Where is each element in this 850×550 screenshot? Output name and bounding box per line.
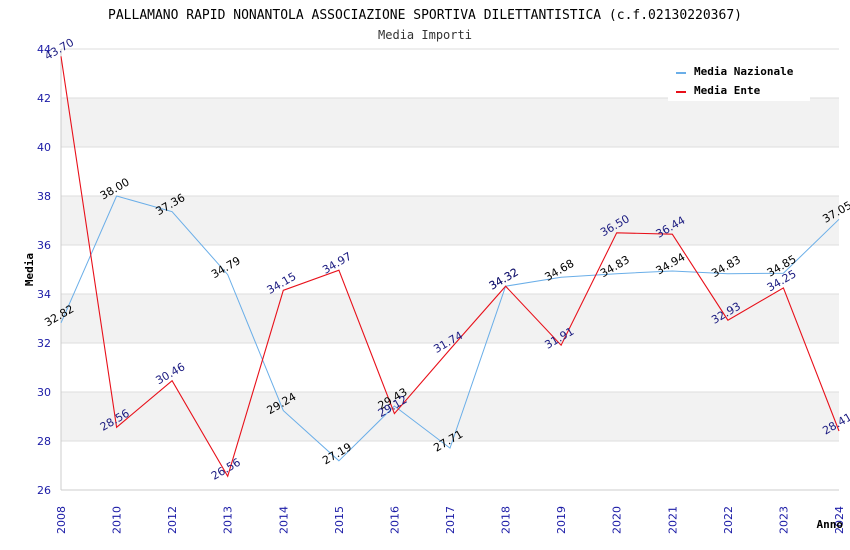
- data-label: 27.19: [320, 440, 354, 467]
- y-tick-label: 38: [37, 190, 51, 203]
- legend-box: [668, 58, 810, 101]
- x-tick-label: 2014: [277, 506, 290, 534]
- x-tick-label: 2010: [111, 506, 124, 534]
- y-tick-label: 40: [37, 141, 51, 154]
- y-tick-label: 32: [37, 337, 51, 350]
- axes: [60, 49, 839, 491]
- series-lines: [60, 56, 840, 478]
- x-tick-label: 2021: [666, 506, 679, 534]
- data-label: 34.97: [320, 250, 354, 277]
- grid-band: [61, 196, 839, 245]
- y-tick-labels: 26 28 30 32 34 36 38 40 42 44: [37, 43, 51, 497]
- grid-band: [61, 294, 839, 343]
- data-label: 34.68: [543, 257, 577, 284]
- grid-bands: [61, 98, 839, 441]
- series-line-media-nazionale: [60, 195, 840, 462]
- x-tick-label: 2012: [166, 506, 179, 534]
- x-tick-label: 2023: [777, 506, 790, 534]
- legend-label: Media Ente: [694, 84, 761, 97]
- x-tick-label: 2017: [444, 506, 457, 534]
- chart-subtitle: Media Importi: [378, 28, 472, 42]
- data-label: 26.56: [209, 456, 243, 483]
- data-label: 34.83: [598, 253, 632, 280]
- data-label: 34.15: [265, 270, 299, 297]
- x-tick-label: 2015: [333, 506, 346, 534]
- x-tick-labels: 2008 2010 2012 2013 2014 2015 2016 2017 2018 2019…: [55, 506, 846, 534]
- y-tick-label: 34: [37, 288, 51, 301]
- y-tick-label: 36: [37, 239, 51, 252]
- grid-band: [61, 98, 839, 147]
- chart-title: PALLAMANO RAPID NONANTOLA ASSOCIAZIONE S…: [108, 8, 742, 23]
- x-axis-title: Anno: [817, 518, 844, 531]
- y-tick-label: 28: [37, 435, 51, 448]
- series-line-media-ente: [60, 56, 840, 478]
- x-tick-label: 2024: [833, 506, 846, 534]
- x-tick-label: 2019: [555, 506, 568, 534]
- data-label: 30.46: [154, 360, 188, 387]
- data-label: 34.83: [709, 253, 743, 280]
- data-label: 43.70: [42, 36, 76, 63]
- legend: Media Nazionale Media Ente: [668, 58, 810, 101]
- x-tick-label: 2008: [55, 506, 68, 534]
- y-tick-label: 42: [37, 92, 51, 105]
- data-label: 34.94: [654, 250, 688, 277]
- x-tick-label: 2020: [611, 506, 624, 534]
- grid-band: [61, 392, 839, 441]
- y-tick-label: 44: [37, 43, 51, 56]
- y-axis-title: Media: [23, 253, 36, 286]
- legend-label: Media Nazionale: [694, 65, 794, 78]
- x-tick-label: 2018: [500, 506, 513, 534]
- x-tick-label: 2016: [388, 506, 401, 534]
- x-tick-label: 2022: [722, 506, 735, 534]
- y-tick-label: 30: [37, 386, 51, 399]
- data-label: 34.79: [209, 254, 243, 281]
- x-tick-label: 2013: [222, 506, 235, 534]
- y-tick-label: 26: [37, 484, 51, 497]
